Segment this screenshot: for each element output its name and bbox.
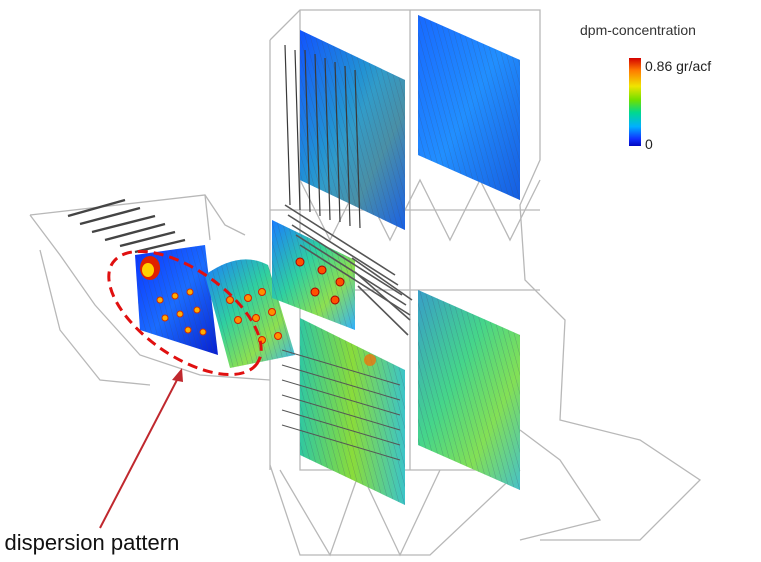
callout-arrow <box>99 368 183 529</box>
legend-colorbar <box>629 58 641 146</box>
callout-text: nt dispersion pattern <box>0 530 180 555</box>
legend-min-label: 0 <box>645 136 653 152</box>
contour-panel-middle <box>272 220 355 330</box>
highlight-ellipse <box>107 249 263 377</box>
inlet-vanes <box>67 198 186 254</box>
legend-max-label: 0.86 gr/acf <box>645 58 712 74</box>
contour-panel-upper-left <box>284 30 405 230</box>
contour-panel-inlet <box>135 245 218 355</box>
contour-panel-upper-right <box>418 15 520 200</box>
contour-panel-lower-left <box>281 318 405 505</box>
contour-panel-lower-right <box>418 290 520 490</box>
legend-title: dpm-concentration <box>580 22 696 38</box>
tube-bank-middle <box>284 204 413 336</box>
